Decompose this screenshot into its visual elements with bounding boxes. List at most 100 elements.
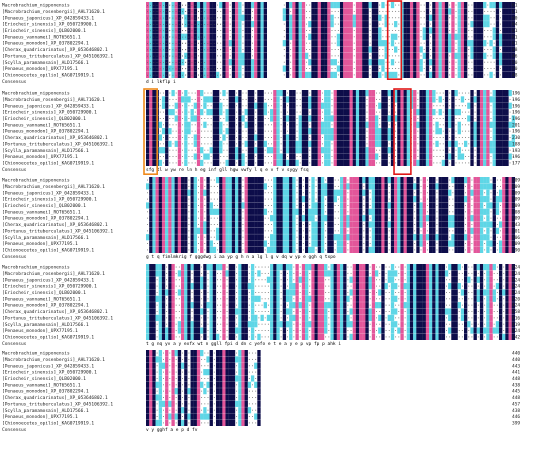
residue-char [220,285,222,287]
residue-cell [352,215,357,222]
residue-cell [282,102,287,109]
residue-cell [444,159,449,166]
residue-cell [320,196,325,203]
residue-cell [416,234,420,241]
residue-cell [180,196,185,203]
residue-cell [508,221,512,228]
residue-char [417,118,419,119]
residue-cell [231,90,236,97]
residue-cell [235,27,239,34]
residue-char [264,236,266,238]
residue-cell [511,196,516,203]
residue-cell [502,40,506,47]
gap-dot [182,68,183,70]
residue-cell [324,134,328,141]
residue-char [423,61,425,63]
residue-cell [397,121,401,128]
residue-cell [435,27,439,34]
residue-char [388,249,390,251]
residue-char [226,156,228,157]
residue-cell [228,227,233,234]
residue-cell [247,14,252,21]
residue-cell [171,109,175,116]
residue-cell [403,21,407,28]
position-number: 196 [512,116,520,122]
residue-char [334,249,336,251]
residue-cell [429,59,433,66]
gap-dot [147,55,148,57]
residue-char [236,111,238,113]
residue-char [287,105,288,107]
residue-cell [498,2,503,9]
residue-cell [222,289,226,296]
residue-cell [260,109,264,116]
residue-cell [365,2,369,9]
residue-char [309,42,311,44]
residue-cell [492,196,496,203]
gap-dot [194,36,196,38]
residue-cell [473,234,477,241]
residue-cell [400,115,404,122]
residue-cell [384,21,388,28]
residue-char [398,285,400,287]
residue-cell [346,71,350,78]
residue-cell [200,90,204,97]
residue-cell [155,196,159,203]
residue-cell [432,59,436,66]
residue-cell [406,215,411,222]
residue-char [436,118,438,119]
residue-cell [212,289,217,296]
residue-cell [301,289,306,296]
residue-cell [400,189,404,196]
residue-cell [209,59,213,66]
residue-char [236,92,238,94]
residue-cell [305,128,309,135]
residue-cell [473,196,477,203]
residue-char [474,149,476,151]
species-label: [Macrobrachium_rosenbergii]_AHL71620.1 [2,184,105,190]
residue-cell [241,59,245,66]
residue-cell [317,40,322,47]
residue-cell [301,2,306,9]
residue-cell [416,177,420,184]
residue-cell [177,147,182,154]
residue-char [261,285,263,287]
residue-cell [339,276,344,283]
residue-char [213,185,215,187]
residue-char [484,68,486,69]
residue-cell [438,227,442,234]
residue-cell [250,140,255,147]
residue-cell [305,102,309,109]
gap-dot [204,68,206,70]
residue-char [442,111,444,113]
residue-cell [505,270,509,277]
position-number: 177 [512,160,520,166]
residue-cell [476,8,481,15]
residue-cell [314,202,318,209]
residue-cell [317,202,322,209]
residue-char [194,162,196,164]
residue-cell [511,189,516,196]
residue-char [382,74,384,76]
residue-cell [343,52,347,59]
residue-cell [333,147,337,154]
residue-cell [238,8,242,15]
residue-cell [476,40,481,47]
residue-cell [505,189,509,196]
residue-char [398,10,400,12]
residue-cell [314,2,318,9]
residue-char [366,118,368,119]
residue-cell [359,276,363,283]
residue-char [379,111,381,113]
residue-cell [406,246,411,253]
residue-cell [508,65,512,72]
residue-cell [333,153,337,160]
residue-cell [409,59,414,66]
residue-cell [311,71,315,78]
residue-cell [406,202,411,209]
residue-cell [295,52,299,59]
residue-cell [168,208,172,215]
residue-cell [276,234,280,241]
residue-char [490,36,492,38]
residue-cell [177,140,182,147]
